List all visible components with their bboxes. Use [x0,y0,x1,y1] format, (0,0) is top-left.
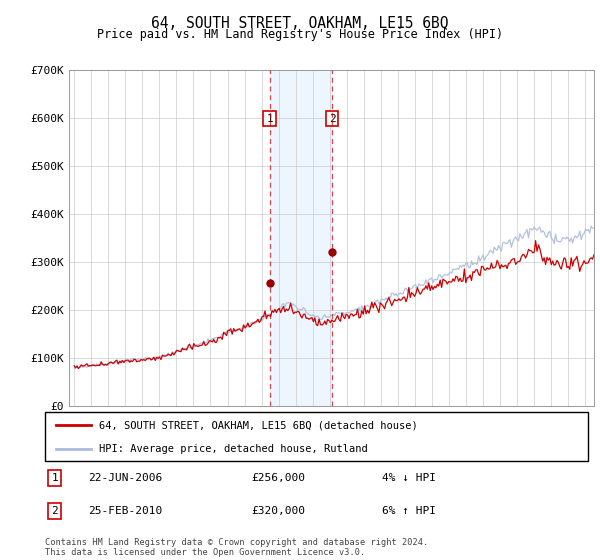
Text: 2: 2 [52,506,58,516]
Text: Price paid vs. HM Land Registry's House Price Index (HPI): Price paid vs. HM Land Registry's House … [97,28,503,41]
Text: 25-FEB-2010: 25-FEB-2010 [88,506,163,516]
Text: 64, SOUTH STREET, OAKHAM, LE15 6BQ: 64, SOUTH STREET, OAKHAM, LE15 6BQ [151,16,449,31]
Text: £256,000: £256,000 [251,473,305,483]
Text: HPI: Average price, detached house, Rutland: HPI: Average price, detached house, Rutl… [100,444,368,454]
Text: £320,000: £320,000 [251,506,305,516]
Text: 64, SOUTH STREET, OAKHAM, LE15 6BQ (detached house): 64, SOUTH STREET, OAKHAM, LE15 6BQ (deta… [100,421,418,431]
Text: Contains HM Land Registry data © Crown copyright and database right 2024.
This d: Contains HM Land Registry data © Crown c… [45,538,428,557]
Bar [269,70,332,406]
Text: 1: 1 [52,473,58,483]
Text: 6% ↑ HPI: 6% ↑ HPI [382,506,436,516]
FancyBboxPatch shape [45,412,588,461]
Text: 1: 1 [266,114,273,124]
Text: 22-JUN-2006: 22-JUN-2006 [88,473,163,483]
Text: 4% ↓ HPI: 4% ↓ HPI [382,473,436,483]
Text: 2: 2 [329,114,335,124]
